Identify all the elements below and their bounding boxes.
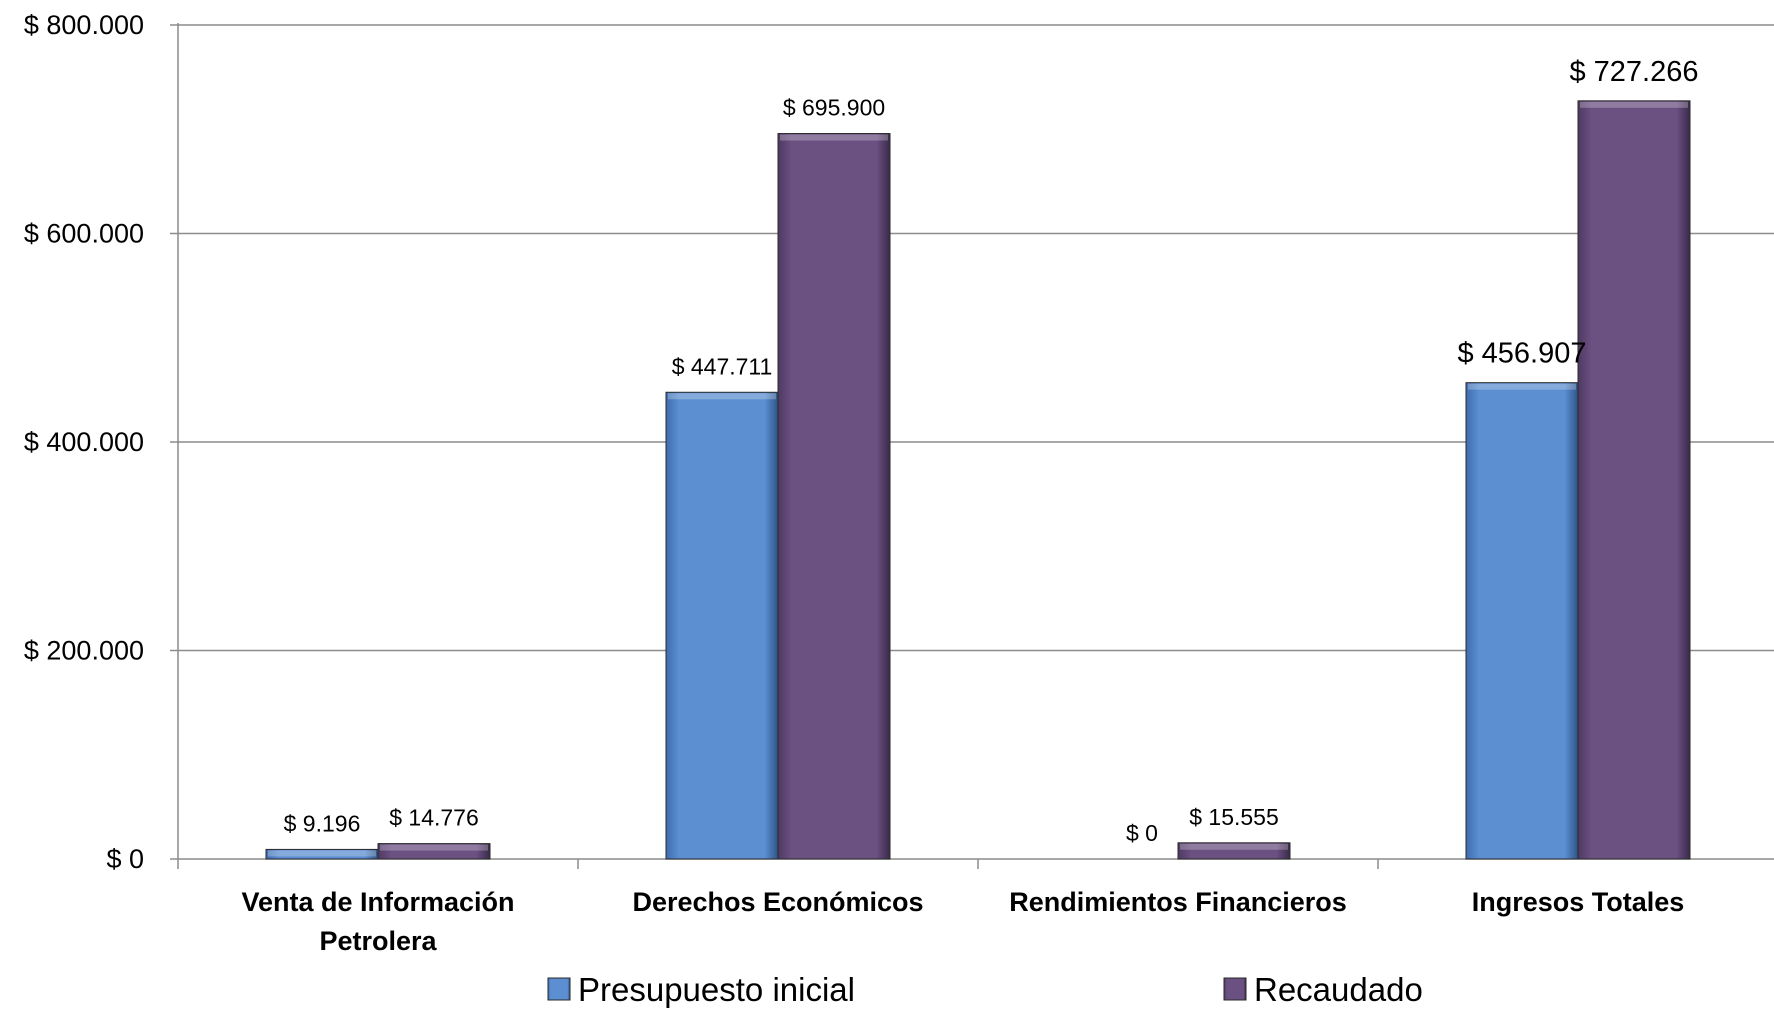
x-category-label: Ingresos Totales xyxy=(1472,887,1685,917)
bar-recaudado xyxy=(1577,100,1691,860)
legend-label: Recaudado xyxy=(1254,971,1423,1008)
y-tick-label: $ 0 xyxy=(106,844,144,874)
x-category-label: Venta de Información Petrolera xyxy=(241,887,514,956)
y-tick-label: $ 600.000 xyxy=(24,219,144,249)
legend-swatch xyxy=(1223,977,1247,1001)
x-category-label: Rendimientos Financieros xyxy=(1009,887,1347,917)
x-category-label-line: Derechos Económicos xyxy=(632,887,923,917)
x-category-label-line: Petrolera xyxy=(319,926,437,956)
x-category-label-line: Ingresos Totales xyxy=(1472,887,1685,917)
bar-recaudado xyxy=(777,133,891,860)
bar-bevel xyxy=(668,393,776,400)
legend-swatch xyxy=(547,977,571,1001)
data-label: $ 727.266 xyxy=(1569,56,1698,88)
legend-label: Presupuesto inicial xyxy=(578,971,855,1008)
bar-presupuesto-inicial xyxy=(1465,382,1579,860)
bar-bevel xyxy=(1180,843,1288,850)
bar-recaudado xyxy=(377,843,491,860)
data-label: $ 14.776 xyxy=(389,805,479,831)
bar-bevel xyxy=(268,850,376,857)
bar-bevel xyxy=(380,844,488,851)
data-label: $ 447.711 xyxy=(672,353,773,379)
data-label: $ 15.555 xyxy=(1189,804,1279,830)
y-tick-label: $ 400.000 xyxy=(24,427,144,457)
y-tick-label: $ 800.000 xyxy=(24,10,144,40)
bar-presupuesto-inicial xyxy=(665,391,779,860)
data-label: $ 456.907 xyxy=(1457,338,1586,370)
data-label: $ 695.900 xyxy=(783,95,885,121)
bar-bevel xyxy=(1468,383,1576,390)
x-category-label-line: Rendimientos Financieros xyxy=(1009,887,1347,917)
data-label: $ 0 xyxy=(1126,820,1158,846)
x-category-label-line: Venta de Información xyxy=(241,887,514,917)
data-label: $ 9.196 xyxy=(284,810,361,836)
bar-bevel xyxy=(780,134,888,141)
x-category-label: Derechos Económicos xyxy=(632,887,923,917)
bar-recaudado xyxy=(1177,842,1291,860)
bar-bevel xyxy=(1580,101,1688,108)
y-tick-label: $ 200.000 xyxy=(24,636,144,666)
